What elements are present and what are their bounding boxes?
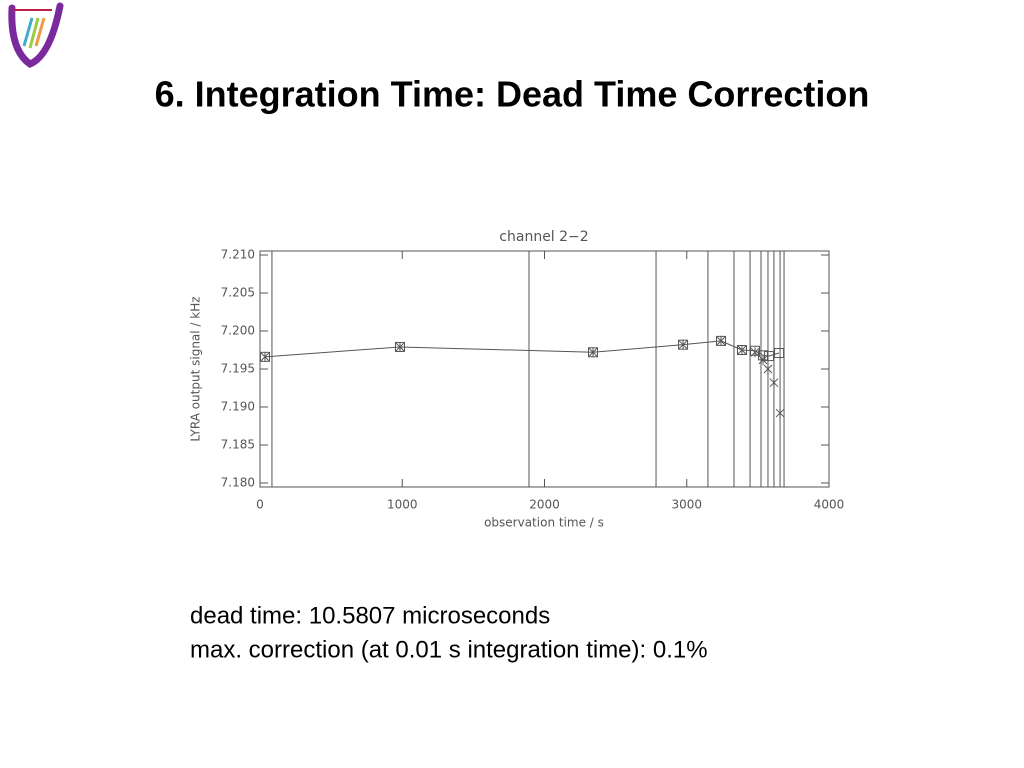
y-tick-label: 7.195 [221,362,255,376]
x-tick-label: 3000 [671,498,702,512]
asterisk [260,351,270,362]
asterisk [769,377,779,388]
data-point [737,345,747,355]
data-point [763,351,774,362]
asterisk [775,408,785,419]
x-tick-label: 0 [256,498,264,512]
slide-title: 6. Integration Time: Dead Time Correctio… [155,74,870,115]
asterisk [750,347,760,358]
data-point [774,348,785,359]
logo [8,2,64,68]
asterisk [678,339,688,350]
series-line [264,340,780,358]
note: dead time: 10.5807 microseconds [190,602,550,629]
box [774,348,785,359]
y-tick-label: 7.210 [221,248,255,262]
data-point [769,377,779,388]
plot-frame [259,250,830,488]
chart-title: channel 2−2 [499,229,588,245]
data-point [716,335,726,346]
y-tick-label: 7.200 [221,324,255,338]
x-tick-label: 4000 [814,498,845,512]
y-axis-label: LYRA output signal / kHz [189,296,203,441]
y-tick-label: 7.190 [221,400,255,414]
data-point [775,408,785,419]
data-point [758,354,768,365]
x-tick-label: 1000 [387,498,418,512]
asterisk [737,345,747,355]
data-point [588,347,598,358]
box [763,351,774,362]
y-tick-label: 7.185 [221,438,255,452]
data-point [750,347,760,358]
y-tick-label: 7.180 [221,476,255,490]
x-axis-label: observation time / s [484,516,604,530]
asterisk [588,347,598,358]
data-point [678,339,688,350]
data-point [763,364,773,374]
x-tick-label: 2000 [529,498,560,512]
note: max. correction (at 0.01 s integration t… [190,636,708,663]
asterisk [758,354,768,365]
asterisk [716,335,726,346]
asterisk [763,364,773,374]
y-tick-label: 7.205 [221,286,255,300]
data-point [260,351,270,362]
data-point [395,341,405,352]
asterisk [395,341,405,352]
